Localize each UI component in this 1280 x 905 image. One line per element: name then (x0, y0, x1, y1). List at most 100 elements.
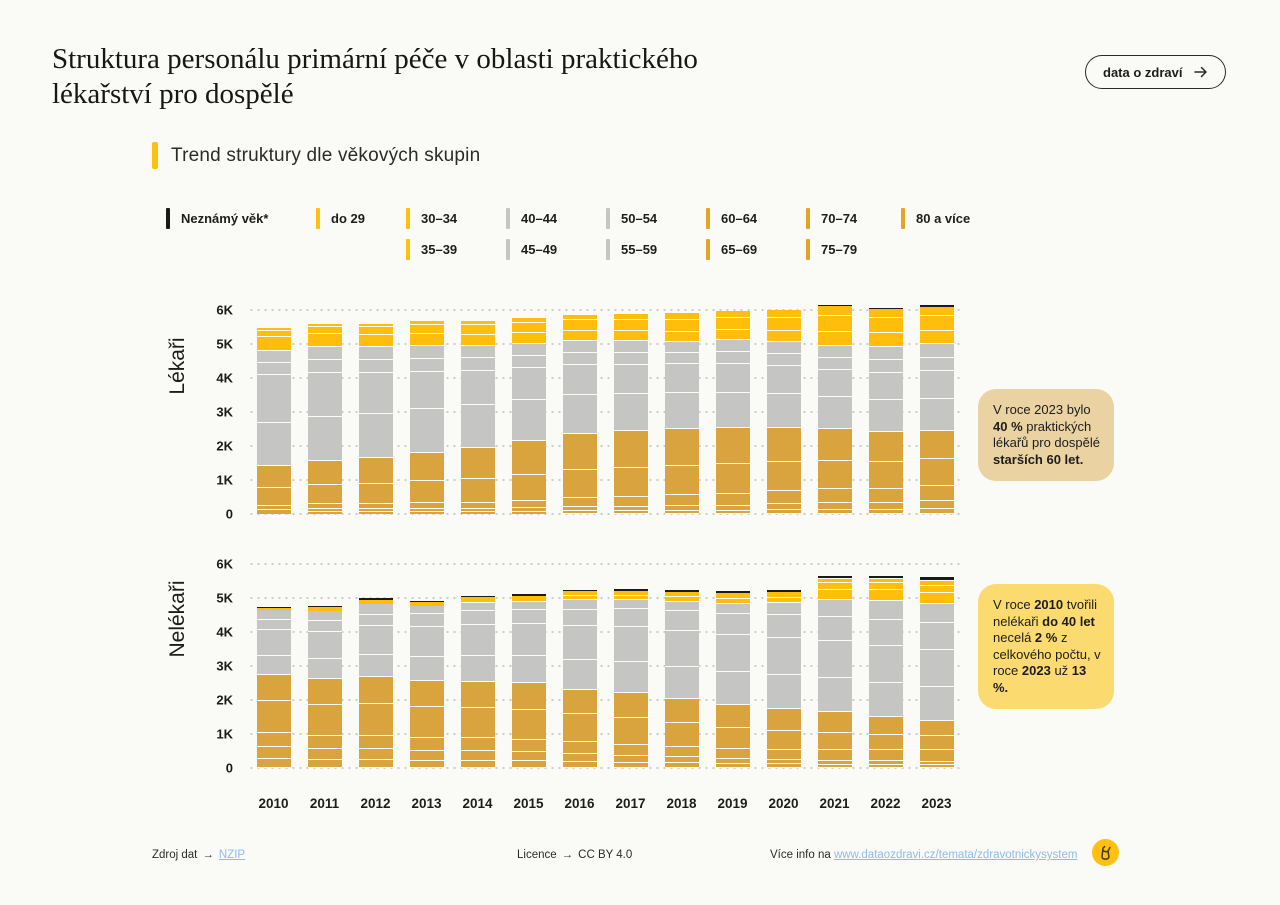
bar-slot (911, 305, 962, 514)
bar-segment (766, 675, 801, 709)
bars-area (248, 305, 962, 514)
legend-color-marker (706, 239, 710, 260)
legend-color-marker (406, 239, 410, 260)
bar-segment (817, 733, 852, 750)
axis-group-label-nelekari: Nelékaři (166, 580, 189, 658)
bar-segment (715, 599, 750, 604)
bar-segment (868, 590, 903, 601)
stacked-bar-2014 (460, 321, 495, 514)
bar-segment (817, 461, 852, 489)
bar-segment (868, 333, 903, 347)
bar-segment (664, 592, 699, 594)
annotation-highlight: 2023 (1021, 663, 1051, 678)
stacked-bar-2015 (511, 318, 546, 514)
bar-segment (919, 604, 954, 623)
bar-segment (460, 358, 495, 371)
bar-segment (715, 728, 750, 749)
bar-segment (460, 603, 495, 611)
legend-color-marker (506, 208, 510, 229)
bar-segment (409, 707, 444, 738)
bar-segment (511, 441, 546, 475)
bar-segment (511, 752, 546, 761)
bar-slot (350, 563, 401, 768)
bar-segment (715, 749, 750, 759)
bar-segment (613, 365, 648, 394)
bar-segment (766, 709, 801, 731)
bar-segment (868, 761, 903, 765)
bar-segment (715, 635, 750, 672)
bar-segment (715, 591, 750, 593)
bar-segment (664, 747, 699, 757)
bar-segment (562, 660, 597, 690)
legend-label: 40–44 (521, 211, 558, 226)
bar-segment (664, 757, 699, 763)
legend-label: 30–34 (421, 211, 458, 226)
bar-segment (919, 750, 954, 762)
bar-segment (409, 627, 444, 657)
bar-slot (554, 563, 605, 768)
bar-segment (868, 510, 903, 514)
gridline (248, 445, 962, 447)
stacked-bar-2018 (664, 590, 699, 768)
bar-segment (358, 373, 393, 414)
stacked-bar-2018 (664, 313, 699, 514)
year-label: 2020 (768, 796, 799, 811)
bar-segment (256, 759, 291, 768)
source-link-nzip[interactable]: NZIP (218, 849, 246, 861)
data-o-zdravi-button[interactable]: data o zdraví (1085, 55, 1227, 89)
bar-segment (817, 370, 852, 397)
annotation-lekari-2023: V roce 2023 bylo 40 % praktických lékařů… (978, 389, 1114, 481)
y-axis-tick: 6K (216, 556, 233, 572)
legend-item: 45–49 (506, 234, 606, 265)
bar-segment (358, 655, 393, 677)
bar-segment (307, 607, 342, 608)
stacked-bar-2012 (358, 598, 393, 768)
stacked-bar-2016 (562, 590, 597, 768)
bar-segment (307, 609, 342, 611)
bar-segment (664, 594, 699, 597)
bar-slot (503, 310, 554, 514)
bar-segment (511, 610, 546, 624)
bar-segment (256, 609, 291, 610)
stacked-bar-2010 (256, 607, 291, 768)
bar-segment (868, 373, 903, 400)
info-link-dataozdravi[interactable]: www.dataozdravi.cz/temata/zdravotnickysy… (833, 849, 1078, 861)
bar-segment (409, 346, 444, 359)
bar-segment (664, 353, 699, 364)
bar-segment (766, 342, 801, 354)
bar-segment (766, 510, 801, 514)
bar-segment (307, 632, 342, 659)
bar-segment (460, 346, 495, 358)
gridline (248, 767, 962, 769)
footer-more-info: Více info na www.dataozdravi.cz/temata/z… (770, 849, 1077, 861)
legend-item: do 29 (316, 203, 406, 234)
bar-segment (562, 320, 597, 331)
axis-group-label-lekari: Lékaři (166, 337, 189, 395)
bar-segment (664, 631, 699, 667)
legend-label: 65–69 (721, 242, 758, 257)
bar-segment (511, 597, 546, 599)
bar-segment (562, 690, 597, 714)
bar-segment (715, 340, 750, 352)
bar-segment (307, 606, 342, 607)
bar-segment (358, 600, 393, 601)
bar-segment (817, 397, 852, 429)
bar-segment (766, 394, 801, 428)
bar-segment (358, 602, 393, 604)
bar-segment (868, 400, 903, 432)
chevron-right-icon (1194, 66, 1208, 78)
bar-segment (256, 608, 291, 609)
gridline (248, 513, 962, 515)
bar-segment (511, 656, 546, 683)
bar-segment (613, 600, 648, 609)
bar-segment (511, 475, 546, 501)
bar-segment (664, 699, 699, 723)
bar-segment (256, 620, 291, 630)
bar-segment (409, 657, 444, 681)
bar-segment (613, 341, 648, 353)
bar-segment (409, 481, 444, 503)
bar-segment (919, 501, 954, 509)
bar-segment (358, 615, 393, 626)
stacked-bar-2023 (919, 577, 954, 768)
data-o-zdravi-logo[interactable] (1092, 839, 1119, 866)
